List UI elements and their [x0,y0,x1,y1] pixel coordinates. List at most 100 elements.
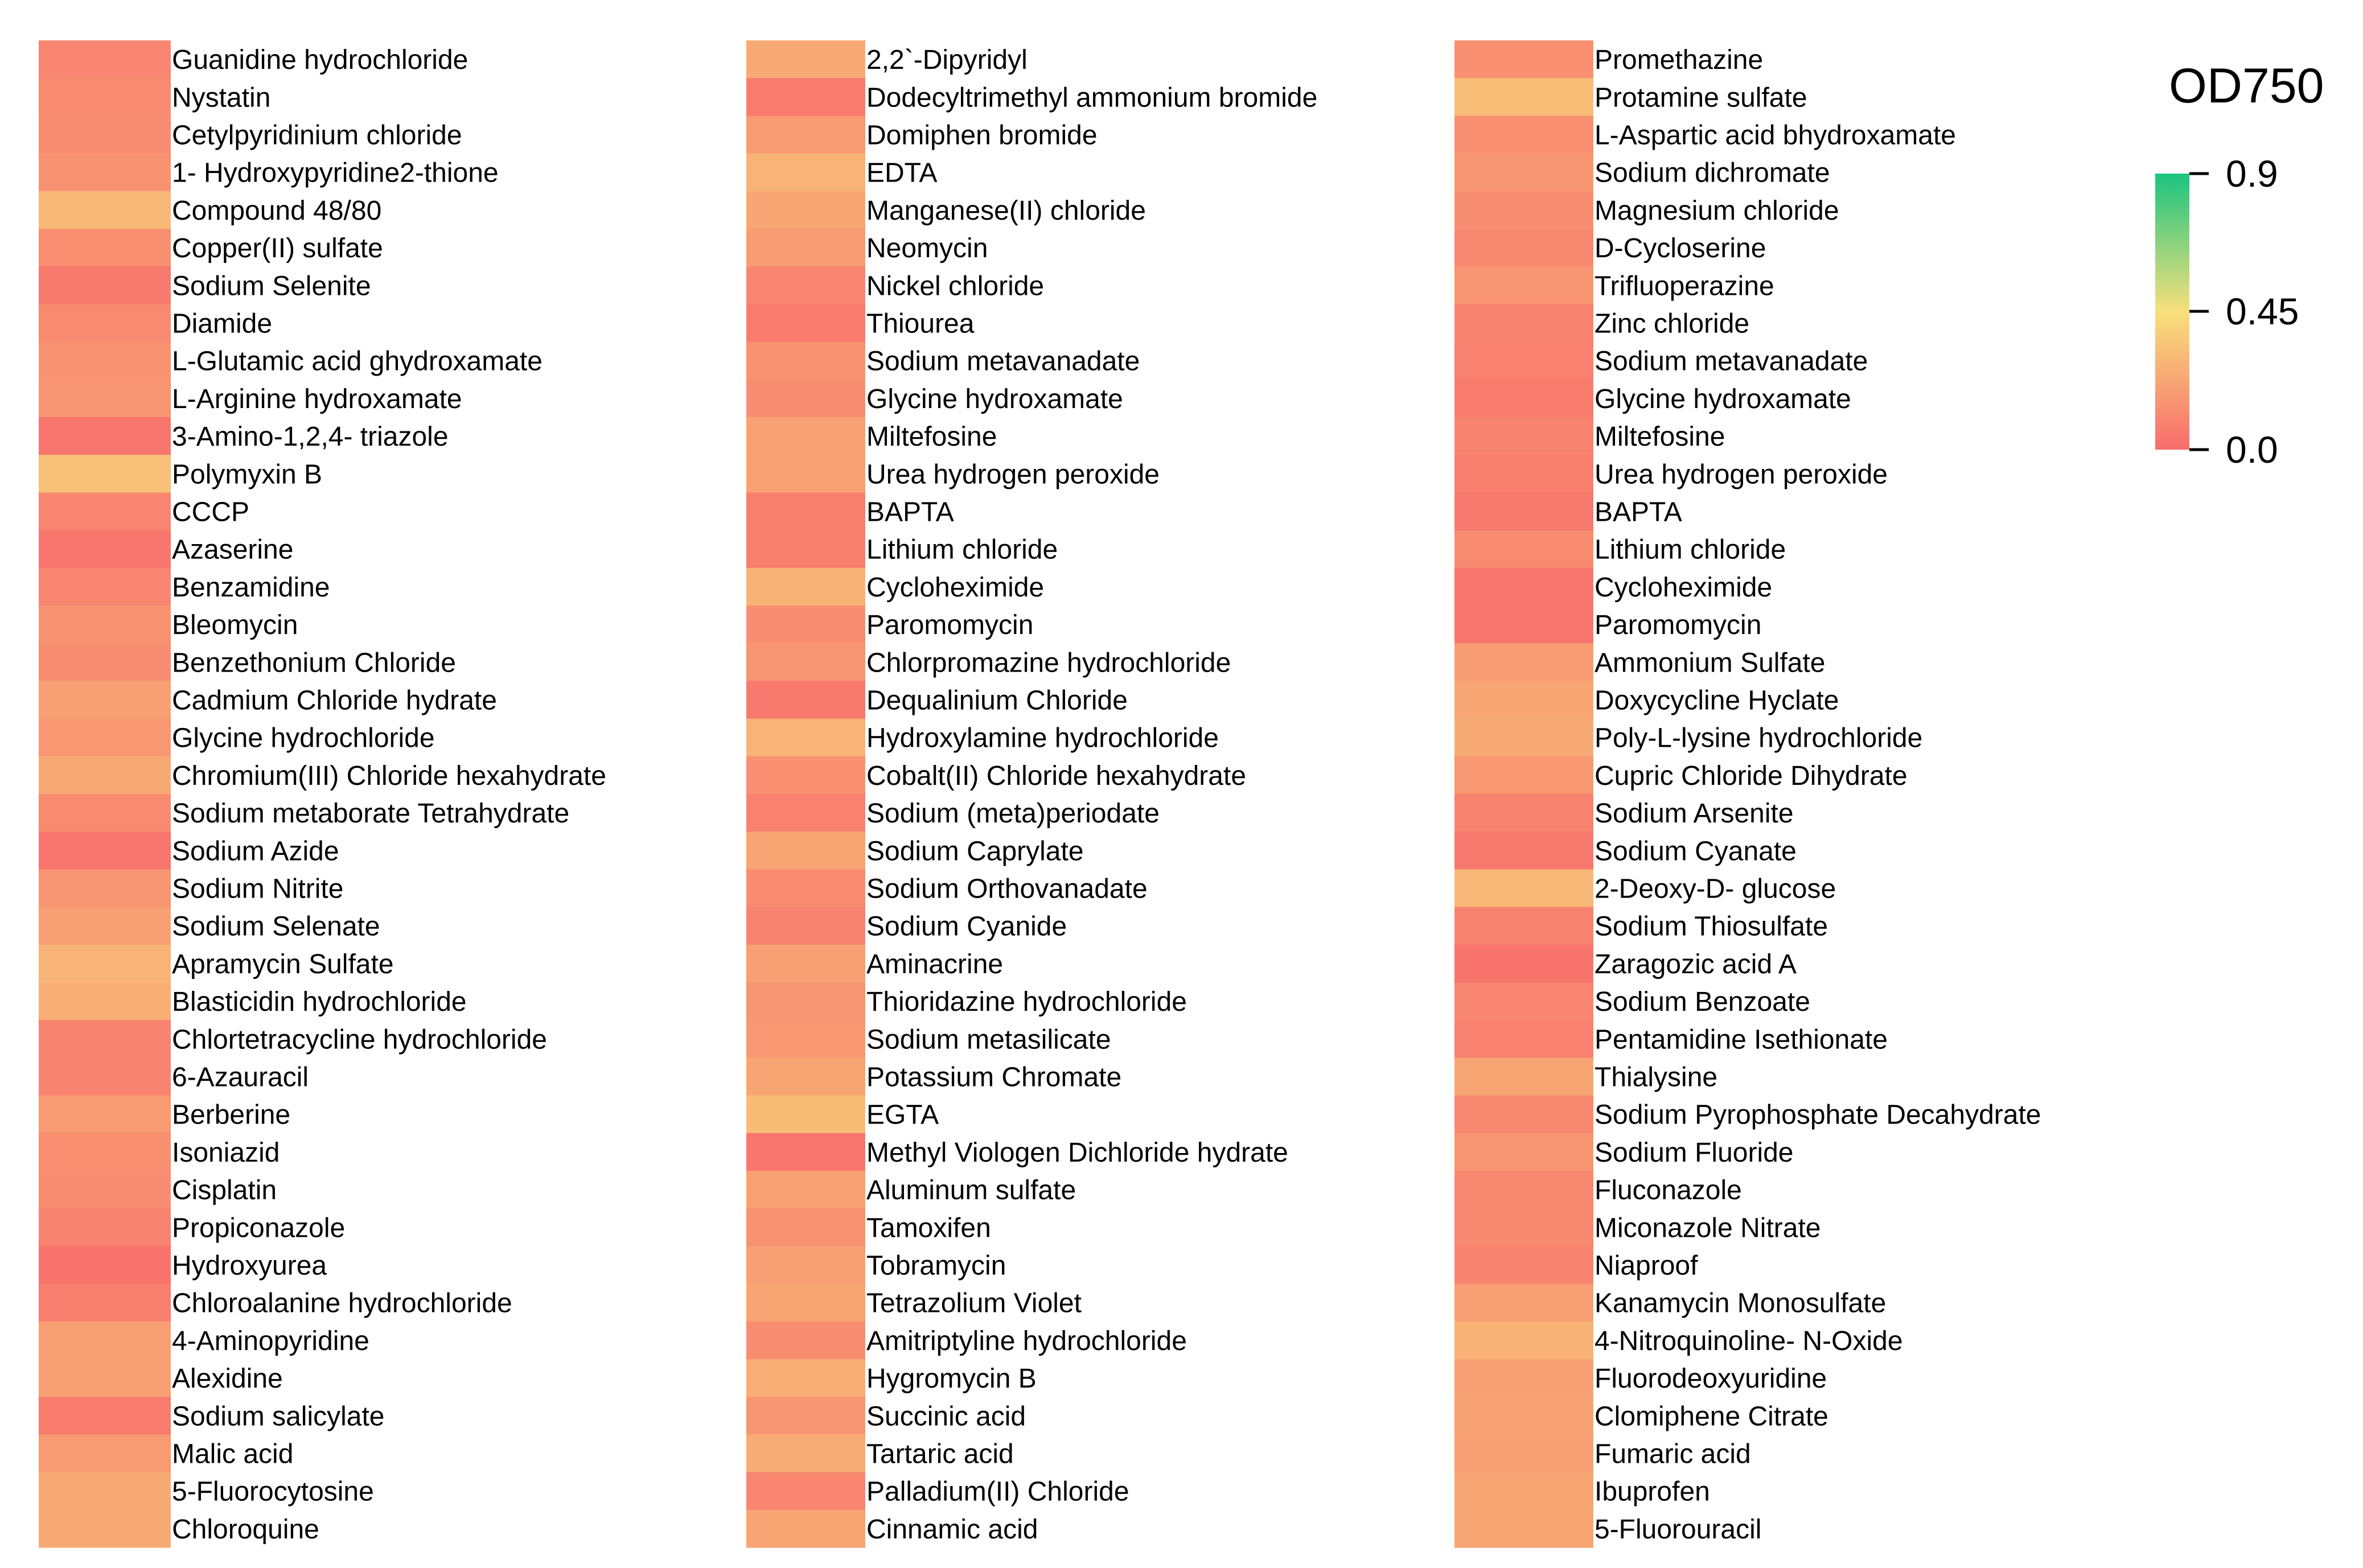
row-label: Diamide [172,309,272,339]
heatmap-cell [1454,1359,1593,1397]
row-label: Cisplatin [172,1175,277,1205]
row-label: Sodium Selenite [172,271,371,301]
row-label: Miconazole Nitrate [1594,1213,1821,1243]
row-label: BAPTA [1594,497,1682,528]
heatmap-cell [39,643,171,681]
heatmap-cell [39,530,171,569]
row-label: Tamoxifen [866,1213,991,1243]
row-label: Glycine hydroxamate [1594,384,1851,414]
heatmap-cell [39,907,171,945]
colorbar-gradient [2155,174,2189,450]
heatmap-cell [1454,832,1593,870]
row-label: Sodium Caprylate [866,836,1084,866]
heatmap-cell [39,153,171,192]
row-label: Aminacrine [866,949,1003,980]
row-label: Miltefosine [866,422,997,452]
heatmap-cell [1454,1321,1593,1360]
row-label: Sodium Benzoate [1594,987,1810,1017]
heatmap-cell [1454,982,1593,1020]
row-label: Sodium Thiosulfate [1594,912,1828,942]
row-label: Aluminum sulfate [866,1175,1076,1205]
heatmap-cell [1454,266,1593,304]
heatmap-cell [746,1472,865,1511]
heatmap-cell [746,530,865,569]
heatmap-cell [39,266,171,304]
row-label: Trifluoperazine [1594,271,1774,301]
heatmap-cell [1454,78,1593,116]
heatmap-cell [39,1472,171,1511]
heatmap-column-3: Promethazine Protamine sulfate L-Aspartic … [1454,40,2041,1548]
heatmap-cell [39,1321,171,1360]
heatmap-cell [39,78,171,116]
row-label: Niaproof [1594,1251,1698,1281]
row-label: Zinc chloride [1594,309,1749,339]
heatmap-cell [1454,681,1593,719]
row-label: Sodium (meta)periodate [866,799,1160,829]
heatmap-cell [39,1095,171,1134]
heatmap-cell [746,455,865,493]
row-label: Azaserine [172,535,293,565]
heatmap-cell [746,266,865,304]
heatmap-cell [1454,40,1593,79]
row-label: Sodium Orthovanadate [866,874,1148,904]
heatmap-cell [1454,492,1593,531]
heatmap-cell [39,1434,171,1473]
heatmap-cell [1454,1133,1593,1171]
heatmap-cell [39,341,171,380]
row-label: Sodium metavanadate [1594,347,1868,377]
heatmap-cell [746,1171,865,1209]
heatmap-cell [746,944,865,983]
heatmap-cell [39,1283,171,1322]
row-label: EDTA [866,158,937,188]
row-label: Cupric Chloride Dihydrate [1594,761,1908,791]
heatmap-cell [39,191,171,229]
colorbar-tick-label-mid: 0.45 [2226,290,2299,332]
colorbar-title: OD750 [2169,59,2324,113]
heatmap-cell [746,191,865,229]
row-label: Dequalinium Chloride [866,686,1128,716]
heatmap-cell [1454,907,1593,945]
heatmap-column-2: 2,2`-Dipyridyl Dodecyltrimethyl ammonium … [746,40,1317,1548]
heatmap-cell [1454,1095,1593,1134]
row-label: Sodium Pyrophosphate Decahydrate [1594,1100,2041,1130]
row-label: Chlorpromazine hydrochloride [866,648,1231,678]
heatmap-cell [746,40,865,79]
row-label: EGTA [866,1100,939,1130]
row-label: Kanamycin Monosulfate [1594,1289,1886,1319]
row-label: 5-Fluorocytosine [172,1477,374,1507]
row-label: Paromomycin [866,610,1033,640]
heatmap-cell [746,304,865,343]
row-label: Fumaric acid [1594,1439,1751,1470]
heatmap-cell [1454,417,1593,455]
row-label: CCCP [172,497,249,528]
heatmap-cell [746,1057,865,1096]
row-label: Cobalt(II) Chloride hexahydrate [866,761,1246,791]
heatmap-cell [746,341,865,380]
row-label: Cycloheximide [866,573,1044,603]
heatmap-cell [39,1171,171,1209]
heatmap-cell [39,982,171,1020]
heatmap-cell [746,417,865,455]
row-label: Isoniazid [172,1138,280,1168]
heatmap-cell [746,1208,865,1246]
row-label: Protamine sulfate [1594,83,1807,113]
row-label: Hygromycin B [866,1364,1037,1394]
row-label: Compound 48/80 [172,196,381,226]
heatmap-cell [1454,304,1593,343]
row-label: Urea hydrogen peroxide [1594,459,1888,489]
heatmap-cell [1454,530,1593,569]
row-label: Nickel chloride [866,271,1044,301]
row-label: 5-Fluorouracil [1594,1515,1761,1545]
row-label: BAPTA [866,497,954,528]
heatmap-cell [746,832,865,870]
row-label: Sodium salicylate [172,1401,385,1431]
row-label: Manganese(II) chloride [866,196,1146,226]
row-label: Fluorodeoxyuridine [1594,1364,1827,1394]
row-label: Malic acid [172,1439,293,1470]
heatmap-cell [39,1509,171,1548]
row-label: Poly-L-lysine hydrochloride [1594,723,1922,754]
heatmap-cell [39,832,171,870]
row-label: Palladium(II) Chloride [866,1477,1129,1507]
heatmap-cell [39,1397,171,1435]
row-label: Sodium Arsenite [1594,799,1794,829]
